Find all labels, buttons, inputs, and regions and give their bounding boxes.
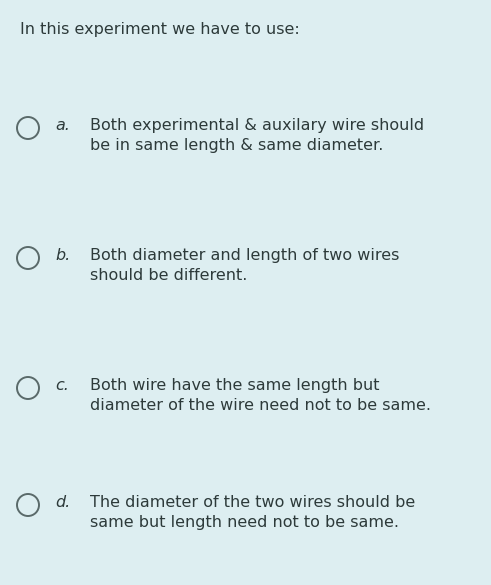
Text: c.: c.: [55, 378, 69, 393]
Text: Both diameter and length of two wires: Both diameter and length of two wires: [90, 248, 399, 263]
Text: same but length need not to be same.: same but length need not to be same.: [90, 515, 399, 530]
Text: Both wire have the same length but: Both wire have the same length but: [90, 378, 380, 393]
Text: diameter of the wire need not to be same.: diameter of the wire need not to be same…: [90, 398, 431, 413]
Text: b.: b.: [55, 248, 70, 263]
Text: a.: a.: [55, 118, 70, 133]
Text: d.: d.: [55, 495, 70, 510]
Text: The diameter of the two wires should be: The diameter of the two wires should be: [90, 495, 415, 510]
Text: should be different.: should be different.: [90, 268, 247, 283]
Text: In this experiment we have to use:: In this experiment we have to use:: [20, 22, 300, 37]
Text: be in same length & same diameter.: be in same length & same diameter.: [90, 138, 383, 153]
Text: Both experimental & auxilary wire should: Both experimental & auxilary wire should: [90, 118, 424, 133]
